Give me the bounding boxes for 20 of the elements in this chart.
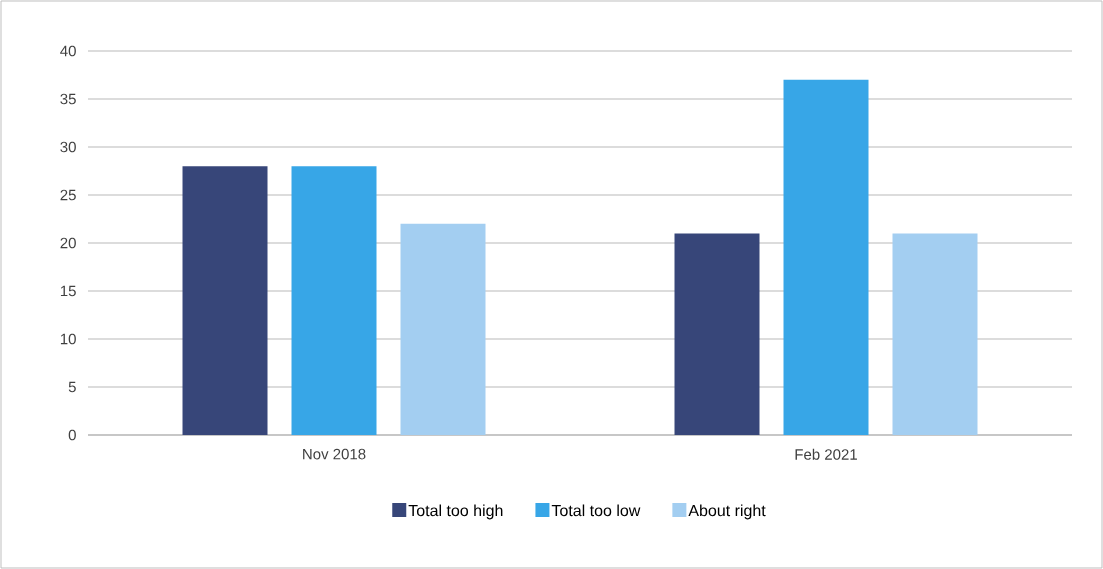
legend-label: Total too low [551,504,641,517]
bar [892,233,978,435]
y-tick-label: 40 [60,45,76,57]
x-tick-label: Nov 2018 [303,448,366,460]
bar [783,79,869,435]
y-tick-label: 0 [68,429,76,441]
y-tick-label: 15 [60,285,76,297]
bar [674,233,760,435]
y-tick-label: 30 [60,141,76,153]
bar [400,223,486,435]
y-tick-label: 20 [60,237,76,249]
legend-label: About right [688,504,766,520]
y-tick-label: 35 [60,93,76,105]
y-tick-label: 10 [60,333,76,345]
legend-label: Total too high [408,504,503,520]
y-tick-label: 5 [68,381,76,393]
bar [291,166,377,435]
x-tick-label: Feb 2021 [795,448,857,460]
bar [182,166,268,435]
y-tick-label: 25 [60,189,76,201]
